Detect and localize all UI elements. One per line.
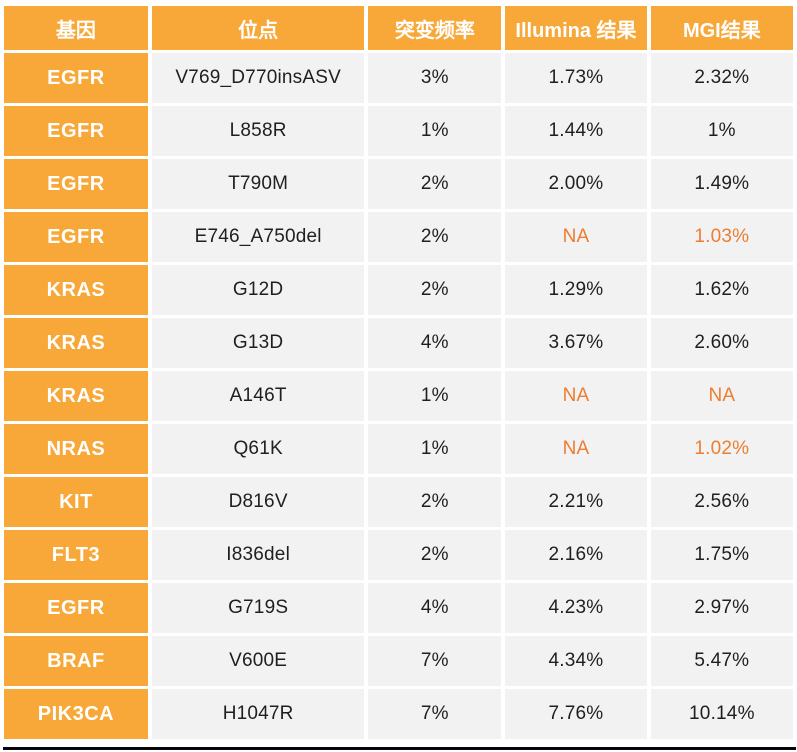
- cell-frequency: 3%: [368, 53, 502, 103]
- cell-frequency: 4%: [368, 583, 502, 633]
- cell-mgi-result: 1.03%: [650, 212, 793, 262]
- table-row: EGFR G719S 4% 4.23% 2.97%: [4, 583, 793, 633]
- column-header-gene: 基因: [4, 6, 148, 50]
- table-row: KRAS G12D 2% 1.29% 1.62%: [4, 265, 793, 315]
- cell-illumina-result: NA: [505, 371, 647, 421]
- cell-gene: FLT3: [4, 530, 148, 580]
- cell-frequency: 1%: [368, 371, 502, 421]
- table-row: NRAS Q61K 1% NA 1.02%: [4, 424, 793, 474]
- cell-gene: KRAS: [4, 265, 148, 315]
- cell-mgi-result: 10.14%: [650, 689, 793, 739]
- cell-mgi-result: 2.56%: [650, 477, 793, 527]
- cell-frequency: 4%: [368, 318, 502, 368]
- cell-mgi-result: 2.32%: [650, 53, 793, 103]
- cell-mgi-result: 5.47%: [650, 636, 793, 686]
- cell-frequency: 7%: [368, 636, 502, 686]
- table-row: EGFR L858R 1% 1.44% 1%: [4, 106, 793, 156]
- table-row: EGFR V769_D770insASV 3% 1.73% 2.32%: [4, 53, 793, 103]
- column-header-frequency: 突变频率: [368, 6, 502, 50]
- cell-site: D816V: [151, 477, 365, 527]
- cell-mgi-result: 1.62%: [650, 265, 793, 315]
- cell-gene: EGFR: [4, 212, 148, 262]
- cell-mgi-result: 1.49%: [650, 159, 793, 209]
- cell-frequency: 1%: [368, 106, 502, 156]
- table-body: EGFR V769_D770insASV 3% 1.73% 2.32% EGFR…: [4, 53, 793, 739]
- cell-illumina-result: NA: [505, 424, 647, 474]
- cell-frequency: 2%: [368, 477, 502, 527]
- cell-illumina-result: 4.23%: [505, 583, 647, 633]
- cell-mgi-result: 1%: [650, 106, 793, 156]
- cell-illumina-result: 1.44%: [505, 106, 647, 156]
- cell-mgi-result: NA: [650, 371, 793, 421]
- table-row: FLT3 I836del 2% 2.16% 1.75%: [4, 530, 793, 580]
- cell-frequency: 2%: [368, 530, 502, 580]
- column-header-site: 位点: [151, 6, 365, 50]
- cell-illumina-result: 1.29%: [505, 265, 647, 315]
- table-row: BRAF V600E 7% 4.34% 5.47%: [4, 636, 793, 686]
- cell-illumina-result: 7.76%: [505, 689, 647, 739]
- cell-site: Q61K: [151, 424, 365, 474]
- cell-gene: EGFR: [4, 106, 148, 156]
- cell-illumina-result: 4.34%: [505, 636, 647, 686]
- cell-site: V769_D770insASV: [151, 53, 365, 103]
- cell-site: A146T: [151, 371, 365, 421]
- cell-gene: NRAS: [4, 424, 148, 474]
- cell-gene: EGFR: [4, 583, 148, 633]
- cell-site: H1047R: [151, 689, 365, 739]
- cell-site: V600E: [151, 636, 365, 686]
- cell-frequency: 2%: [368, 265, 502, 315]
- column-header-illumina: Illumina 结果: [505, 6, 647, 50]
- mutation-results-table: 基因 位点 突变频率 Illumina 结果 MGI结果 EGFR V769_D…: [0, 3, 797, 742]
- column-header-mgi: MGI结果: [650, 6, 793, 50]
- cell-site: L858R: [151, 106, 365, 156]
- cell-gene: PIK3CA: [4, 689, 148, 739]
- cell-frequency: 1%: [368, 424, 502, 474]
- cell-gene: KRAS: [4, 318, 148, 368]
- cell-frequency: 7%: [368, 689, 502, 739]
- cell-illumina-result: 2.00%: [505, 159, 647, 209]
- table-row: EGFR T790M 2% 2.00% 1.49%: [4, 159, 793, 209]
- cell-gene: KRAS: [4, 371, 148, 421]
- cell-illumina-result: 2.21%: [505, 477, 647, 527]
- cell-gene: EGFR: [4, 53, 148, 103]
- cell-site: I836del: [151, 530, 365, 580]
- cell-mgi-result: 1.75%: [650, 530, 793, 580]
- cell-illumina-result: 1.73%: [505, 53, 647, 103]
- cell-site: E746_A750del: [151, 212, 365, 262]
- cell-gene: BRAF: [4, 636, 148, 686]
- cell-site: G13D: [151, 318, 365, 368]
- table-row: KIT D816V 2% 2.21% 2.56%: [4, 477, 793, 527]
- cell-illumina-result: 2.16%: [505, 530, 647, 580]
- header-row: 基因 位点 突变频率 Illumina 结果 MGI结果: [4, 6, 793, 50]
- cell-mgi-result: 2.97%: [650, 583, 793, 633]
- cell-gene: EGFR: [4, 159, 148, 209]
- table-row: EGFR E746_A750del 2% NA 1.03%: [4, 212, 793, 262]
- cell-mgi-result: 1.02%: [650, 424, 793, 474]
- table-row: KRAS A146T 1% NA NA: [4, 371, 793, 421]
- cell-site: T790M: [151, 159, 365, 209]
- cell-site: G719S: [151, 583, 365, 633]
- cell-illumina-result: 3.67%: [505, 318, 647, 368]
- cell-frequency: 2%: [368, 159, 502, 209]
- cell-gene: KIT: [4, 477, 148, 527]
- table-row: KRAS G13D 4% 3.67% 2.60%: [4, 318, 793, 368]
- cell-site: G12D: [151, 265, 365, 315]
- table-row: PIK3CA H1047R 7% 7.76% 10.14%: [4, 689, 793, 739]
- cell-frequency: 2%: [368, 212, 502, 262]
- cell-illumina-result: NA: [505, 212, 647, 262]
- table-header: 基因 位点 突变频率 Illumina 结果 MGI结果: [4, 6, 793, 50]
- cell-mgi-result: 2.60%: [650, 318, 793, 368]
